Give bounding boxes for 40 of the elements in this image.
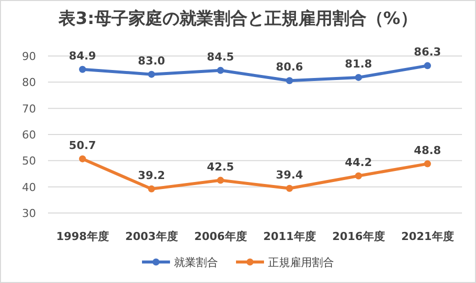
data-label: 84.5	[206, 50, 234, 64]
data-label: 44.2	[344, 156, 372, 169]
data-label: 39.4	[276, 168, 304, 182]
point	[424, 160, 431, 168]
legend-label: 正規雇用割合	[268, 256, 334, 269]
y-tick-label: 90	[22, 50, 36, 63]
point	[148, 70, 155, 78]
y-tick-label: 70	[22, 102, 36, 116]
point	[148, 185, 155, 192]
data-label: 50.7	[68, 138, 96, 152]
point	[217, 176, 224, 184]
point	[217, 66, 224, 74]
legend-label: 就業割合	[174, 256, 218, 269]
point	[286, 77, 293, 84]
data-label: 39.2	[138, 168, 166, 182]
x-tick-label: 2006年度	[194, 230, 247, 243]
data-label: 81.8	[344, 57, 372, 70]
y-tick-label: 50	[22, 154, 36, 168]
point	[79, 66, 86, 73]
point	[424, 62, 431, 70]
x-tick-label: 2011年度	[263, 230, 316, 243]
chart-title: 表3:母子家庭の就業割合と正規雇用割合（%）	[58, 9, 418, 29]
data-label: 84.9	[68, 49, 96, 62]
x-tick-label: 1998年度	[56, 230, 109, 243]
data-label: 86.3	[414, 46, 442, 59]
y-tick-label: 30	[22, 207, 36, 220]
point	[355, 74, 362, 81]
x-tick-label: 2003年度	[125, 230, 178, 243]
data-label: 48.8	[414, 144, 442, 157]
data-label: 42.5	[206, 160, 234, 174]
point	[355, 172, 362, 180]
x-tick-label: 2016年度	[332, 230, 385, 243]
y-tick-label: 80	[22, 76, 36, 90]
data-label: 83.0	[138, 54, 166, 68]
y-tick-label: 60	[22, 128, 36, 142]
x-tick-label: 2021年度	[401, 230, 454, 243]
y-tick-label: 40	[22, 180, 36, 194]
data-label: 80.6	[276, 60, 304, 74]
point	[79, 155, 86, 162]
point	[286, 184, 293, 192]
